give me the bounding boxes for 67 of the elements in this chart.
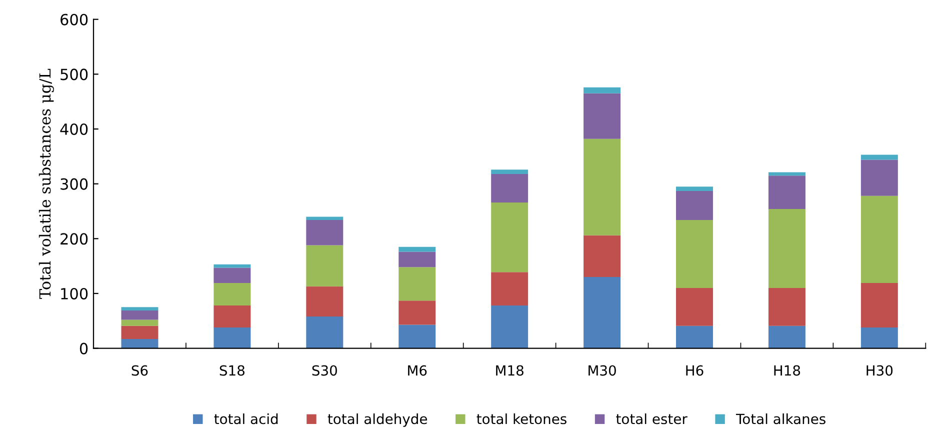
x-tick-label: S18 bbox=[220, 365, 244, 376]
bar bbox=[306, 316, 344, 348]
bar bbox=[214, 264, 251, 268]
bar bbox=[398, 246, 436, 252]
x-tick-label: H18 bbox=[774, 365, 800, 376]
bar bbox=[584, 277, 621, 348]
bar bbox=[676, 190, 713, 220]
y-tick-label: 600 bbox=[60, 14, 88, 26]
bar bbox=[768, 326, 806, 348]
y-tick-label: 300 bbox=[60, 178, 88, 190]
bar bbox=[491, 272, 528, 306]
bar bbox=[121, 307, 158, 310]
bar bbox=[491, 174, 528, 202]
bar bbox=[398, 324, 436, 348]
bar bbox=[121, 338, 158, 348]
y-axis-title: Total volatile substances μg/L bbox=[38, 68, 54, 299]
bar bbox=[768, 176, 806, 210]
bar bbox=[121, 320, 158, 326]
bar bbox=[398, 267, 436, 301]
bar bbox=[676, 288, 713, 326]
bar bbox=[676, 186, 713, 191]
bar bbox=[214, 283, 251, 306]
bar bbox=[121, 326, 158, 339]
y-tick-label: 200 bbox=[60, 233, 88, 245]
bar bbox=[860, 283, 898, 328]
bar bbox=[860, 196, 898, 284]
bar bbox=[584, 235, 621, 278]
bar bbox=[306, 220, 344, 246]
bar bbox=[398, 252, 436, 268]
bar bbox=[214, 306, 251, 328]
bar bbox=[860, 160, 898, 196]
x-tick-label: M6 bbox=[408, 365, 427, 376]
bar bbox=[584, 138, 621, 236]
bar bbox=[491, 202, 528, 272]
legend-label: total aldehyde bbox=[328, 413, 428, 427]
bar bbox=[306, 286, 344, 316]
bar bbox=[398, 300, 436, 325]
legend-label: total ester bbox=[616, 413, 688, 424]
x-tick-label: S6 bbox=[132, 365, 148, 376]
y-tick-label: 400 bbox=[60, 123, 88, 136]
bar bbox=[491, 170, 528, 174]
y-tick-label: 500 bbox=[60, 68, 88, 80]
bar bbox=[768, 172, 806, 176]
y-tick-label: 0 bbox=[80, 342, 88, 354]
x-tick-label: H6 bbox=[686, 365, 704, 376]
bar bbox=[491, 306, 528, 348]
legend-label: total ketones bbox=[476, 413, 566, 424]
x-tick-label: M30 bbox=[588, 365, 616, 376]
bar bbox=[860, 327, 898, 348]
x-tick-label: H30 bbox=[866, 365, 893, 376]
bar bbox=[214, 327, 251, 348]
bar bbox=[676, 220, 713, 288]
x-tick-label: M18 bbox=[496, 365, 524, 376]
x-tick-label: S30 bbox=[312, 365, 337, 376]
bar bbox=[121, 310, 158, 320]
bar bbox=[306, 216, 344, 220]
legend-label: Total alkanes bbox=[736, 413, 826, 424]
bar bbox=[860, 154, 898, 160]
bar bbox=[584, 93, 621, 139]
bar bbox=[584, 87, 621, 94]
legend-label: total acid bbox=[214, 413, 278, 424]
bar bbox=[768, 288, 806, 326]
y-tick-label: 100 bbox=[61, 288, 88, 300]
bar bbox=[214, 268, 251, 284]
bar bbox=[768, 209, 806, 288]
bar bbox=[306, 245, 344, 286]
bar bbox=[676, 326, 713, 348]
